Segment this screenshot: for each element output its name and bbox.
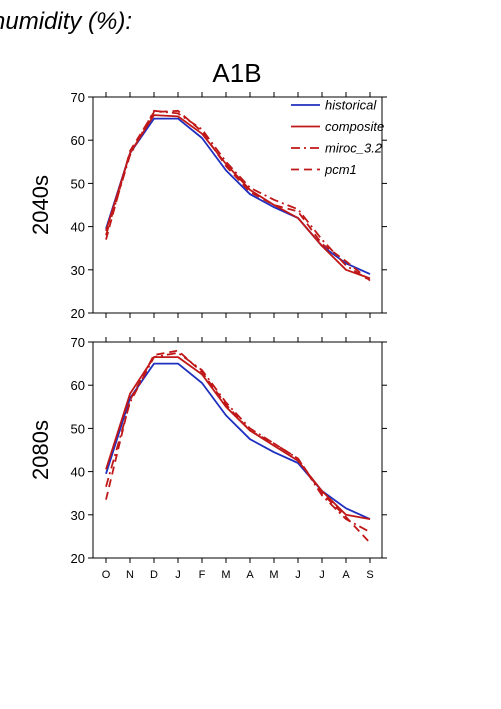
y-axis-label: 2080s [28, 420, 53, 480]
x-tick-label: D [150, 569, 158, 581]
panel-2040s: 20 30 40 50 60 70 2040s historical composite mi… [28, 90, 387, 321]
series-line-composite [105, 356, 371, 520]
series-lines [105, 109, 371, 282]
y-tick-label: 40 [71, 465, 85, 480]
x-tick-label: N [126, 569, 134, 581]
x-tick-label: A [342, 569, 350, 581]
page-heading: humidity (%): [0, 8, 132, 35]
series-line-composite [105, 114, 371, 280]
legend-label: pcm1 [324, 162, 357, 177]
y-tick-label: 50 [71, 176, 85, 191]
y-tick-label: 20 [71, 306, 85, 321]
series-line-historical [105, 362, 371, 520]
y-tick-label: 40 [71, 220, 85, 235]
plot-frame [92, 96, 383, 314]
legend: historical composite miroc_3.2 pcm1 [291, 98, 384, 177]
x-tick-label: M [221, 569, 230, 581]
x-tick-label: F [199, 569, 206, 581]
y-tick-label: 70 [71, 335, 85, 350]
x-tick-label: J [295, 569, 301, 581]
series-line-miroc-3-2 [105, 351, 371, 533]
legend-label: miroc_3.2 [325, 141, 383, 156]
x-tick-label: J [319, 569, 325, 581]
x-tick-label: A [246, 569, 254, 581]
y-axis: 20 30 40 50 60 70 [71, 335, 387, 566]
series-line-pcm1 [105, 109, 371, 282]
series-line-pcm1 [105, 349, 371, 544]
series-lines [105, 349, 371, 544]
y-tick-label: 20 [71, 551, 85, 566]
y-tick-label: 60 [71, 378, 85, 393]
y-tick-label: 70 [71, 90, 85, 105]
x-tick-label: M [269, 569, 278, 581]
legend-label: composite [325, 119, 384, 134]
y-tick-label: 50 [71, 421, 85, 436]
chart-title: A1B [212, 58, 261, 88]
y-tick-label: 30 [71, 508, 85, 523]
x-tick-label: S [366, 569, 373, 581]
x-tick-label: O [102, 569, 111, 581]
y-tick-label: 30 [71, 263, 85, 278]
y-tick-label: 60 [71, 133, 85, 148]
x-axis [105, 92, 371, 318]
y-axis: 20 30 40 50 60 70 [71, 90, 387, 321]
legend-label: historical [325, 98, 377, 113]
y-axis-label: 2040s [28, 175, 53, 235]
x-tick-label: J [175, 569, 181, 581]
plot-frame [92, 341, 383, 559]
panel-2080s: 20 30 40 50 60 70 O N D J F M A M J J A S 2080s [28, 335, 387, 581]
